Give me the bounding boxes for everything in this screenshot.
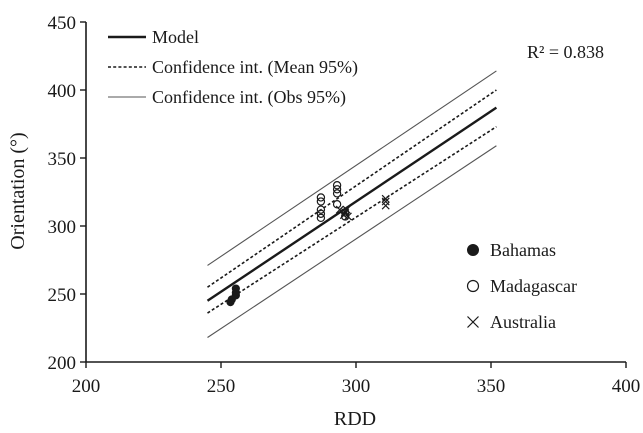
madagascar-point xyxy=(316,209,326,218)
data-points xyxy=(226,180,390,307)
australia-point xyxy=(342,205,351,214)
r-squared-annotation: R² = 0.838 xyxy=(527,42,604,62)
y-tick-label: 400 xyxy=(48,81,77,102)
x-tick-label: 300 xyxy=(342,376,371,397)
y-axis-label: Orientation (°) xyxy=(7,132,29,249)
madagascar-point xyxy=(316,193,326,202)
legend-marker-australia xyxy=(467,316,479,328)
australia-point-stroke-b xyxy=(335,205,344,214)
australia-point xyxy=(381,194,390,203)
australia-point-stroke-b xyxy=(381,194,390,203)
y-tick-label: 200 xyxy=(48,353,77,374)
axes: 200 250 300 350 400 200 250 300 350 400 450 xyxy=(48,13,641,397)
series-line-solid-thin-4 xyxy=(207,145,497,338)
australia-point xyxy=(343,212,352,221)
x-axis-label: RDD xyxy=(334,408,376,430)
legend-marker-label-madagascar: Madagascar xyxy=(490,276,577,296)
x-tick-label: 200 xyxy=(72,376,101,397)
regression-lines xyxy=(206,70,498,338)
legend-markers: Bahamas Madagascar Australia xyxy=(466,240,577,332)
series-line-dotted-2 xyxy=(207,126,497,314)
x-tick-label: 250 xyxy=(207,376,236,397)
series-line-solid-thick-0 xyxy=(206,106,498,302)
y-tick-label: 300 xyxy=(48,217,77,238)
madagascar-point xyxy=(332,185,342,194)
legend-line-label-0: Model xyxy=(152,27,199,47)
series-line-dotted-1 xyxy=(207,89,497,288)
x-tick-label: 400 xyxy=(612,376,641,397)
madagascar-point xyxy=(332,180,342,190)
legend-lines: Model Confidence int. (Mean 95%) Confidenc… xyxy=(108,27,358,108)
madagascar-point xyxy=(316,213,326,223)
legend-line-label-2: Confidence int. (Obs 95%) xyxy=(152,87,346,108)
australia-point xyxy=(381,197,390,206)
madagascar-point xyxy=(332,189,342,198)
madagascar-point xyxy=(332,200,342,209)
australia-point xyxy=(381,201,390,210)
legend-marker-label-bahamas: Bahamas xyxy=(490,240,556,260)
legend-marker-australia-stroke-b xyxy=(467,316,479,328)
legend-marker-label-australia: Australia xyxy=(490,312,556,332)
x-tick-label: 350 xyxy=(477,376,506,397)
legend-line-label-1: Confidence int. (Mean 95%) xyxy=(152,57,358,78)
y-tick-label: 450 xyxy=(48,13,77,34)
legend-marker-madagascar xyxy=(466,279,480,293)
y-tick-label: 350 xyxy=(48,149,77,170)
australia-point-stroke-b xyxy=(342,205,351,214)
australia-point xyxy=(335,205,344,214)
series-line-solid-thin-3 xyxy=(207,70,497,266)
y-tick-label: 250 xyxy=(48,285,77,306)
madagascar-point xyxy=(316,205,326,214)
bahamas-point xyxy=(231,284,240,293)
madagascar-point xyxy=(316,197,326,206)
australia-point-stroke-b xyxy=(343,212,352,221)
australia-point-stroke-b xyxy=(381,197,390,206)
legend-marker-bahamas xyxy=(467,244,479,256)
